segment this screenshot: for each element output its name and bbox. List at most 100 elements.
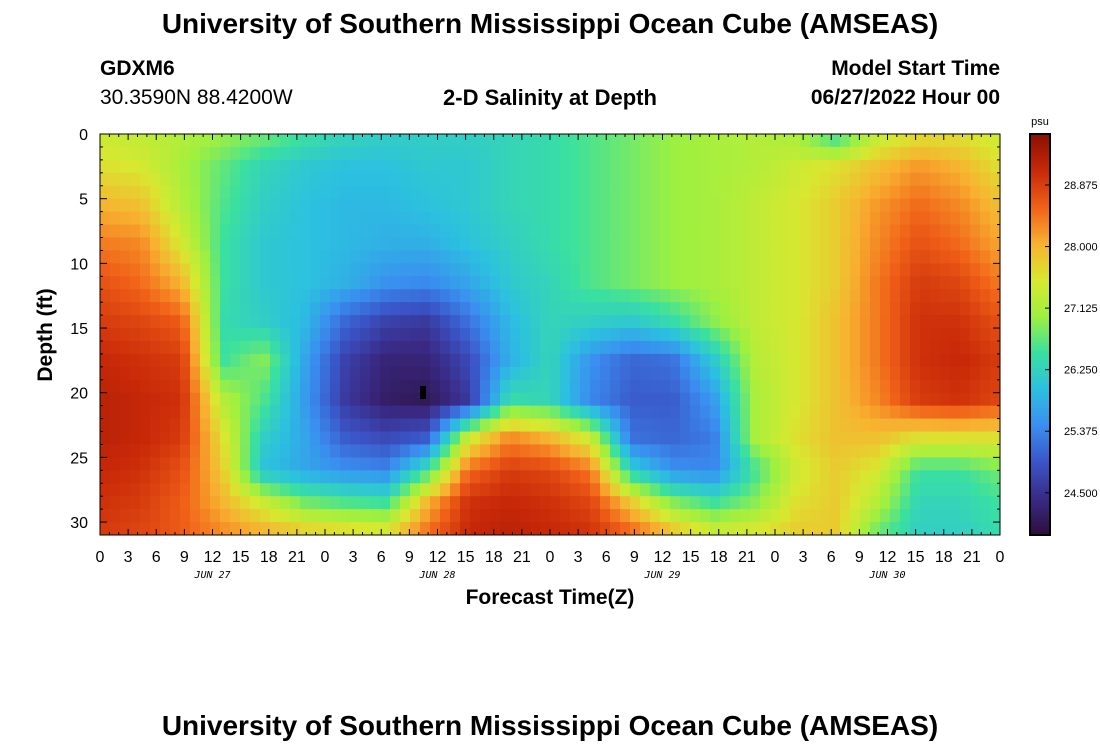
heatmap-cell: [110, 185, 121, 200]
heatmap-cell: [540, 522, 551, 535]
heatmap-cell: [480, 379, 491, 394]
heatmap-cell: [450, 418, 461, 433]
heatmap-cell: [370, 146, 381, 161]
heatmap-cell: [930, 418, 941, 433]
heatmap-cell: [230, 172, 241, 187]
heatmap-cell: [350, 405, 361, 420]
heatmap-cell: [350, 146, 361, 161]
heatmap-cell: [350, 224, 361, 239]
heatmap-cell: [310, 353, 321, 368]
heatmap-cell: [590, 405, 601, 420]
heatmap-cell: [960, 134, 971, 148]
heatmap-cell: [410, 302, 421, 316]
heatmap-cell: [690, 431, 701, 446]
heatmap-cell: [100, 353, 111, 368]
heatmap-cell: [160, 509, 171, 523]
heatmap-cell: [900, 172, 911, 187]
heatmap-cell: [370, 457, 381, 471]
heatmap-cell: [500, 509, 511, 523]
heatmap-cell: [900, 392, 911, 407]
model-start-value: 06/27/2022 Hour 00: [810, 86, 1000, 109]
heatmap-cell: [180, 353, 191, 368]
heatmap-cell: [330, 483, 341, 497]
heatmap-cell: [700, 444, 711, 458]
heatmap-cell: [680, 263, 691, 277]
heatmap-cell: [910, 405, 921, 420]
heatmap-cell: [570, 522, 581, 535]
heatmap-cell: [460, 146, 471, 161]
heatmap-cell: [760, 276, 771, 290]
heatmap-cell: [790, 159, 801, 174]
heatmap-cell: [130, 146, 141, 161]
heatmap-cell: [740, 302, 751, 316]
heatmap-cell: [810, 405, 821, 420]
heatmap-cell: [520, 340, 531, 355]
heatmap-cell: [960, 470, 971, 484]
heatmap-cell: [800, 211, 811, 226]
heatmap-cell: [740, 315, 751, 329]
heatmap-cell: [840, 302, 851, 316]
heatmap-cell: [680, 146, 691, 161]
heatmap-cell: [280, 211, 291, 226]
heatmap-cell: [150, 509, 161, 523]
heatmap-cell: [690, 470, 701, 484]
x-tick-label: 6: [377, 549, 386, 566]
heatmap-cell: [650, 418, 661, 433]
heatmap-cell: [730, 457, 741, 471]
heatmap-cell: [340, 146, 351, 161]
heatmap-cell: [240, 185, 251, 200]
heatmap-cell: [740, 353, 751, 368]
heatmap-cell: [390, 418, 401, 433]
heatmap-cell: [800, 340, 811, 355]
heatmap-cell: [320, 172, 331, 187]
heatmap-cell: [360, 379, 371, 394]
heatmap-cell: [400, 211, 411, 226]
heatmap-cell: [320, 224, 331, 239]
heatmap-cell: [930, 328, 941, 342]
heatmap-cell: [610, 224, 621, 239]
heatmap-cell: [810, 366, 821, 381]
heatmap-cell: [570, 159, 581, 174]
heatmap-cell: [760, 237, 771, 252]
heatmap-cell: [820, 250, 831, 264]
heatmap-cell: [420, 328, 431, 342]
heatmap-cell: [170, 250, 181, 264]
heatmap-cell: [300, 185, 311, 200]
heatmap-cell: [450, 134, 461, 148]
heatmap-cell: [830, 405, 841, 420]
heatmap-cell: [670, 146, 681, 161]
heatmap-cell: [590, 340, 601, 355]
heatmap-cell: [760, 457, 771, 471]
heatmap-cell: [700, 159, 711, 174]
heatmap-cell: [550, 134, 561, 148]
heatmap-cell: [940, 353, 951, 368]
heatmap-cell: [720, 340, 731, 355]
heatmap-cell: [540, 431, 551, 446]
heatmap-cell: [360, 405, 371, 420]
heatmap-cell: [500, 405, 511, 420]
heatmap-cell: [300, 198, 311, 213]
heatmap-cell: [540, 198, 551, 213]
heatmap-cell: [890, 405, 901, 420]
heatmap-cell: [860, 185, 871, 200]
heatmap-cell: [840, 496, 851, 510]
day-label: JUN 30: [868, 570, 905, 581]
heatmap-cell: [340, 509, 351, 523]
heatmap-cell: [640, 353, 651, 368]
heatmap-cell: [730, 509, 741, 523]
heatmap-cell: [710, 353, 721, 368]
heatmap-cell: [980, 418, 991, 433]
heatmap-cell: [480, 146, 491, 161]
heatmap-cell: [650, 496, 661, 510]
heatmap-cell: [530, 237, 541, 252]
heatmap-cell: [570, 340, 581, 355]
heatmap-cell: [160, 224, 171, 239]
heatmap-cell: [810, 198, 821, 213]
heatmap-cell: [930, 470, 941, 484]
heatmap-cell: [720, 198, 731, 213]
heatmap-cell: [270, 379, 281, 394]
heatmap-cell: [300, 470, 311, 484]
heatmap-cell: [210, 444, 221, 458]
heatmap-cell: [980, 470, 991, 484]
heatmap-cell: [980, 509, 991, 523]
